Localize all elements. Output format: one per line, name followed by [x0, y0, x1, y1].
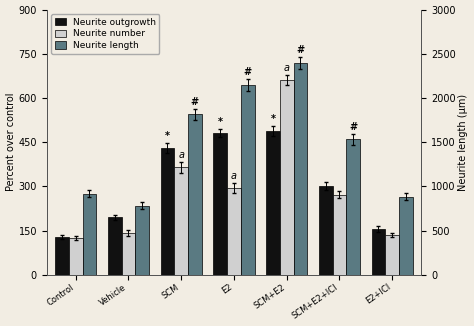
Bar [161, 148, 174, 275]
Bar [333, 195, 346, 275]
Text: #: # [296, 45, 304, 55]
Legend: Neurite outgrowth, Neurite number, Neurite length: Neurite outgrowth, Neurite number, Neuri… [51, 14, 159, 54]
Bar [188, 114, 202, 275]
Text: *: * [165, 131, 170, 141]
Text: a: a [178, 150, 184, 160]
Text: *: * [218, 117, 223, 127]
Bar [346, 139, 360, 275]
Y-axis label: Neurite length (μm): Neurite length (μm) [458, 94, 468, 191]
Bar [385, 235, 399, 275]
Bar [82, 194, 96, 275]
Bar [69, 238, 82, 275]
Bar [135, 205, 149, 275]
Bar [266, 131, 280, 275]
Bar [241, 85, 255, 275]
Text: #: # [191, 97, 199, 107]
Bar [227, 188, 241, 275]
Text: #: # [244, 67, 252, 77]
Bar [122, 233, 135, 275]
Bar [55, 237, 69, 275]
Bar [372, 229, 385, 275]
Bar [293, 63, 307, 275]
Bar [399, 197, 413, 275]
Text: *: * [271, 114, 275, 124]
Bar [213, 133, 227, 275]
Y-axis label: Percent over control: Percent over control [6, 93, 16, 191]
Text: a: a [231, 171, 237, 181]
Bar [319, 186, 333, 275]
Bar [108, 217, 122, 275]
Text: #: # [349, 122, 357, 132]
Bar [174, 167, 188, 275]
Bar [280, 80, 293, 275]
Text: a: a [283, 64, 290, 73]
